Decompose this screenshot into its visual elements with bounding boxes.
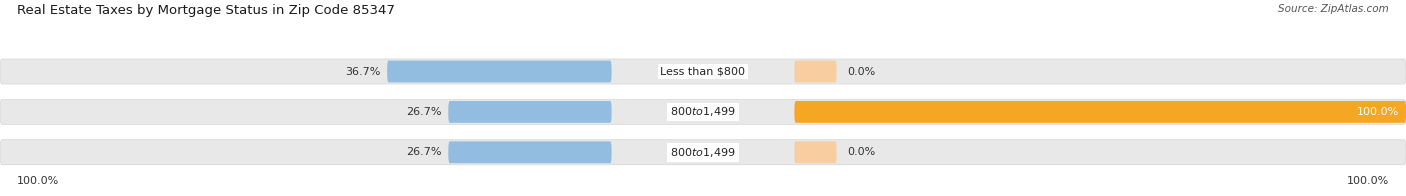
Text: 26.7%: 26.7% [406,107,441,117]
Text: Source: ZipAtlas.com: Source: ZipAtlas.com [1278,4,1389,14]
FancyBboxPatch shape [0,140,1406,165]
FancyBboxPatch shape [449,101,612,123]
Text: $800 to $1,499: $800 to $1,499 [671,146,735,159]
Text: 100.0%: 100.0% [1357,107,1399,117]
Text: Less than $800: Less than $800 [661,66,745,76]
FancyBboxPatch shape [387,61,612,82]
Text: Real Estate Taxes by Mortgage Status in Zip Code 85347: Real Estate Taxes by Mortgage Status in … [17,4,395,17]
FancyBboxPatch shape [794,141,837,163]
Text: 0.0%: 0.0% [846,66,876,76]
Text: $800 to $1,499: $800 to $1,499 [671,105,735,118]
FancyBboxPatch shape [449,141,612,163]
FancyBboxPatch shape [794,101,1406,123]
Text: 26.7%: 26.7% [406,147,441,157]
Text: 100.0%: 100.0% [17,176,59,186]
Text: 100.0%: 100.0% [1347,176,1389,186]
Text: 0.0%: 0.0% [846,147,876,157]
FancyBboxPatch shape [794,61,837,82]
FancyBboxPatch shape [0,99,1406,124]
Text: 36.7%: 36.7% [344,66,380,76]
FancyBboxPatch shape [0,59,1406,84]
